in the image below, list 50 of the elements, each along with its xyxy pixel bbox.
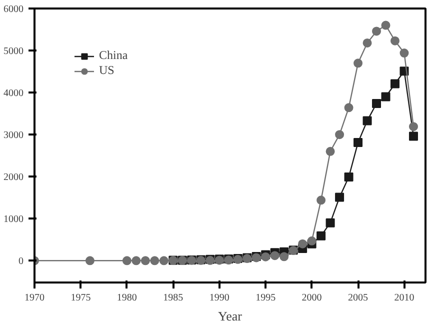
point xyxy=(372,98,382,108)
x-tick-label: 1980 xyxy=(116,292,137,304)
y-tick-label: 2000 xyxy=(4,172,24,184)
point xyxy=(270,251,280,260)
point xyxy=(132,256,141,266)
point xyxy=(381,20,390,30)
point xyxy=(298,239,308,248)
y-tick-label: 6000 xyxy=(4,4,24,15)
point xyxy=(335,130,344,140)
point xyxy=(372,26,382,36)
y-tick-label: 1000 xyxy=(4,214,24,226)
point xyxy=(316,196,326,205)
x-tick-label: 1970 xyxy=(24,292,44,304)
legend-label: US xyxy=(99,63,116,78)
point xyxy=(85,256,94,266)
point xyxy=(362,116,372,126)
y-tick-label: 3000 xyxy=(4,130,24,142)
point xyxy=(280,252,289,262)
point xyxy=(381,92,390,102)
x-tick-label: 1985 xyxy=(163,292,184,304)
point xyxy=(326,218,335,228)
point xyxy=(408,132,418,141)
point xyxy=(326,146,335,156)
x-tick-label: 2000 xyxy=(302,292,322,304)
point xyxy=(307,236,316,246)
x-tick-label: 2010 xyxy=(394,292,414,304)
point xyxy=(140,256,150,266)
point xyxy=(354,58,363,68)
point xyxy=(408,122,418,132)
legend-label: China xyxy=(99,48,128,63)
y-tick-label: 0 xyxy=(18,256,24,268)
point xyxy=(159,256,168,266)
x-axis-title: Year xyxy=(218,308,243,324)
point xyxy=(344,172,354,182)
point xyxy=(390,79,400,88)
point xyxy=(354,138,363,148)
x-tick-label: 1995 xyxy=(256,292,276,304)
point xyxy=(335,192,344,202)
x-tick-label: 1990 xyxy=(209,292,230,304)
y-tick-label: 4000 xyxy=(4,88,24,100)
point xyxy=(122,256,132,266)
point xyxy=(316,231,326,240)
point xyxy=(150,256,160,266)
point xyxy=(362,38,372,48)
point xyxy=(400,48,409,58)
x-tick-label: 2005 xyxy=(348,292,368,304)
x-tick-label: 1975 xyxy=(70,292,91,304)
y-tick-label: 5000 xyxy=(4,46,24,58)
point xyxy=(344,103,354,112)
point xyxy=(390,36,400,46)
